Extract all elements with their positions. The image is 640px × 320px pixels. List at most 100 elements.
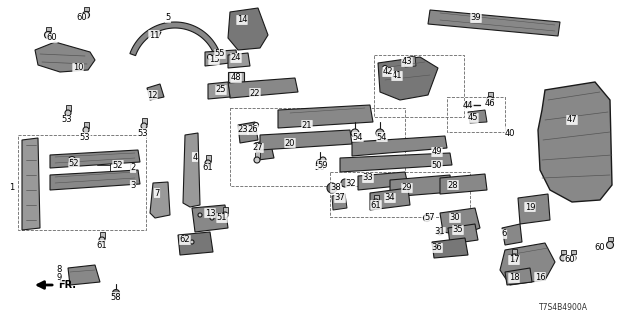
Circle shape xyxy=(210,216,214,220)
Text: 3: 3 xyxy=(131,180,136,189)
Text: 42: 42 xyxy=(383,68,393,76)
Polygon shape xyxy=(358,172,408,190)
Polygon shape xyxy=(370,188,410,210)
Text: 59: 59 xyxy=(317,161,328,170)
Text: 45: 45 xyxy=(468,114,478,123)
Text: 43: 43 xyxy=(402,58,412,67)
Text: 61: 61 xyxy=(203,164,213,172)
Text: 62: 62 xyxy=(180,236,190,244)
Text: 60: 60 xyxy=(595,244,605,252)
Circle shape xyxy=(341,179,349,187)
Text: 25: 25 xyxy=(216,85,227,94)
Text: 56: 56 xyxy=(315,164,325,172)
Polygon shape xyxy=(390,175,452,197)
Text: T7S4B4900A: T7S4B4900A xyxy=(539,303,588,312)
Text: 9: 9 xyxy=(56,274,61,283)
Bar xyxy=(223,207,228,213)
Polygon shape xyxy=(278,105,373,128)
Bar xyxy=(18,135,146,230)
Text: 4: 4 xyxy=(193,153,198,162)
Text: 60: 60 xyxy=(77,13,87,22)
Text: 34: 34 xyxy=(385,194,396,203)
Text: 49: 49 xyxy=(432,148,442,156)
Text: 50: 50 xyxy=(432,161,442,170)
Circle shape xyxy=(437,229,443,235)
Text: 38: 38 xyxy=(331,183,341,193)
Text: 22: 22 xyxy=(250,89,260,98)
Circle shape xyxy=(327,183,337,193)
Polygon shape xyxy=(538,82,612,202)
Text: 10: 10 xyxy=(73,63,83,73)
Circle shape xyxy=(190,240,194,244)
Circle shape xyxy=(198,213,202,217)
Circle shape xyxy=(65,110,71,116)
Bar xyxy=(608,237,613,241)
Text: 60: 60 xyxy=(47,34,58,43)
Polygon shape xyxy=(208,82,230,99)
Polygon shape xyxy=(468,110,487,123)
Text: 37: 37 xyxy=(335,194,346,203)
Polygon shape xyxy=(502,224,522,245)
Text: 5: 5 xyxy=(165,13,171,22)
Polygon shape xyxy=(428,10,560,36)
Circle shape xyxy=(99,237,105,243)
Text: 26: 26 xyxy=(248,125,259,134)
Polygon shape xyxy=(130,22,220,56)
Circle shape xyxy=(486,97,493,103)
Polygon shape xyxy=(35,42,95,72)
Text: 7: 7 xyxy=(154,188,160,197)
Text: 21: 21 xyxy=(301,121,312,130)
Circle shape xyxy=(570,255,576,261)
Circle shape xyxy=(45,31,51,38)
Polygon shape xyxy=(50,170,140,190)
Text: 12: 12 xyxy=(147,91,157,100)
Text: 44: 44 xyxy=(463,101,473,110)
Polygon shape xyxy=(352,136,447,156)
Polygon shape xyxy=(432,238,468,258)
Circle shape xyxy=(253,123,259,127)
Bar xyxy=(230,108,405,186)
Text: 11: 11 xyxy=(148,30,159,39)
Bar xyxy=(255,152,260,158)
Polygon shape xyxy=(228,8,268,50)
Circle shape xyxy=(560,255,566,261)
Text: 53: 53 xyxy=(80,132,90,141)
Polygon shape xyxy=(150,182,170,218)
Text: 17: 17 xyxy=(509,255,519,265)
Text: 18: 18 xyxy=(509,274,519,283)
Polygon shape xyxy=(378,57,438,100)
Polygon shape xyxy=(228,78,298,98)
Polygon shape xyxy=(440,174,487,194)
Polygon shape xyxy=(500,243,555,285)
Text: 54: 54 xyxy=(353,132,364,141)
Circle shape xyxy=(383,66,387,70)
Text: 2: 2 xyxy=(131,164,136,172)
Bar xyxy=(330,172,470,217)
Polygon shape xyxy=(228,53,250,68)
Text: 52: 52 xyxy=(113,161,124,170)
Bar xyxy=(571,250,576,254)
Bar xyxy=(374,195,379,200)
Text: 35: 35 xyxy=(452,226,463,235)
Circle shape xyxy=(70,158,74,162)
Bar xyxy=(374,55,464,117)
Text: 24: 24 xyxy=(231,53,241,62)
Polygon shape xyxy=(340,153,452,172)
Circle shape xyxy=(254,157,260,163)
Bar xyxy=(84,7,89,11)
Text: 1: 1 xyxy=(10,183,15,193)
Text: 40: 40 xyxy=(505,129,515,138)
Bar xyxy=(84,122,89,128)
Circle shape xyxy=(205,160,211,166)
Text: 8: 8 xyxy=(56,266,61,275)
Polygon shape xyxy=(22,138,40,230)
Text: 20: 20 xyxy=(285,139,295,148)
Polygon shape xyxy=(332,194,347,210)
Circle shape xyxy=(83,127,89,133)
Text: 46: 46 xyxy=(484,99,495,108)
Text: 6: 6 xyxy=(501,229,507,238)
Circle shape xyxy=(317,159,323,166)
Polygon shape xyxy=(68,265,100,285)
Circle shape xyxy=(83,12,90,19)
Circle shape xyxy=(351,129,359,137)
